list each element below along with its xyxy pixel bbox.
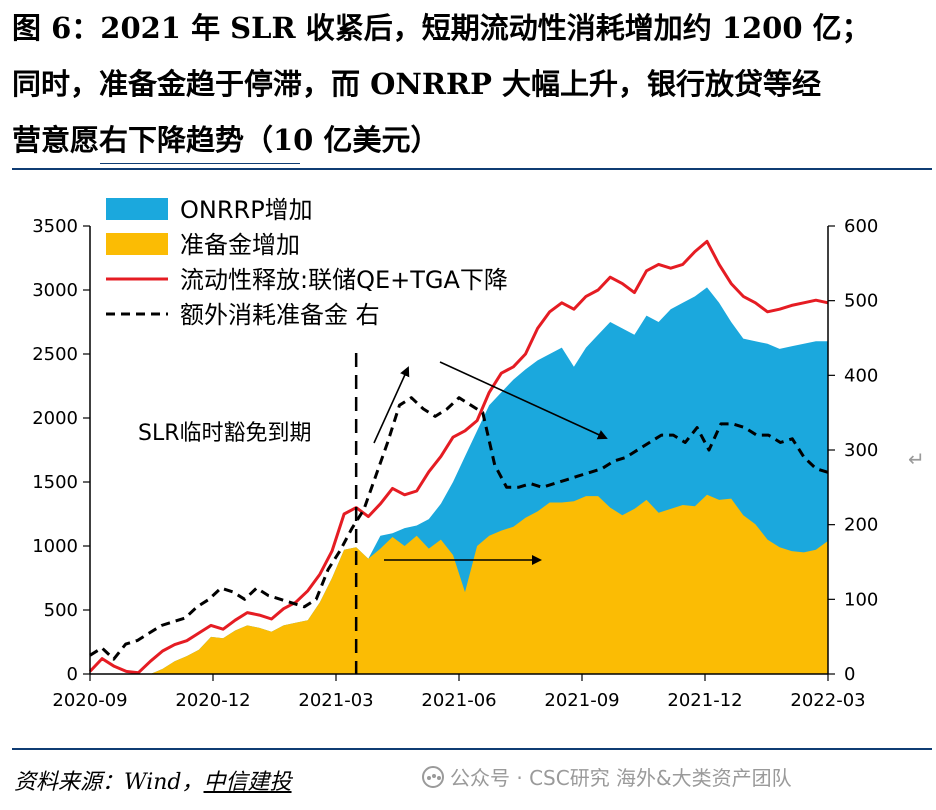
legend-label: ONRRP增加 <box>180 196 313 224</box>
line-layer <box>88 239 829 675</box>
x-tick-label: 2020-09 <box>52 690 127 711</box>
source-org: 中信建投 <box>203 770 292 795</box>
legend-swatch <box>106 233 168 255</box>
y-left-tick-label: 0 <box>67 664 78 685</box>
y-right-tick-label: 500 <box>844 291 878 312</box>
y-left-tick-label: 2500 <box>32 344 78 365</box>
annotation-arrow-1 <box>373 366 410 444</box>
caption-underline <box>100 163 300 164</box>
y-right-tick-label: 100 <box>844 589 878 610</box>
caption-line-2: 同时，准备金趋于停滞，而 ONRRP 大幅上升，银行放贷等经 <box>12 67 821 101</box>
area-layer <box>90 287 828 674</box>
watermark-text: 公众号 · CSC研究 海外&大类资产团队 <box>450 766 792 790</box>
annotation-label: SLR临时豁免到期 <box>138 421 312 446</box>
legend-label: 准备金增加 <box>180 231 300 259</box>
x-tick-label: 2021-12 <box>667 690 742 711</box>
figure-caption: 图 6：2021 年 SLR 收紧后，短期流动性消耗增加约 1200 亿； 同时… <box>12 0 932 168</box>
x-tick-label: 2020-12 <box>175 690 250 711</box>
y-left-tick-label: 2000 <box>32 408 78 429</box>
annotation-layer: SLR临时豁免到期 <box>138 353 608 674</box>
x-tick-label: 2022-03 <box>790 690 865 711</box>
wechat-icon <box>422 765 444 788</box>
legend-label: 流动性释放:联储QE+TGA下降 <box>180 266 508 294</box>
y-left-tick-label: 3500 <box>32 216 78 237</box>
annotation-arrow-2 <box>439 361 608 440</box>
y-right-tick-label: 0 <box>844 664 855 685</box>
y-right-tick-label: 200 <box>844 515 878 536</box>
line-额外消耗准备金 右 <box>89 396 829 661</box>
legend-swatch <box>106 198 168 220</box>
y-right-tick-label: 400 <box>844 365 878 386</box>
caption-line-1: 图 6：2021 年 SLR 收紧后，短期流动性消耗增加约 1200 亿； <box>12 11 871 45</box>
x-tick-label: 2021-03 <box>298 690 373 711</box>
source-note: 资料来源：Wind，中信建投 <box>14 764 292 796</box>
return-glyph-icon: ↵ <box>908 447 925 471</box>
y-left-tick-label: 500 <box>44 600 78 621</box>
caption-line-3: 营意愿右下降趋势（10 亿美元） <box>12 123 440 157</box>
axes-layer: 0 500 1000 1500 2000 2500 3000 3500 0 100 200 300 40… <box>32 216 925 711</box>
legend-label: 额外消耗准备金 右 <box>180 301 380 329</box>
area-准备金增加 <box>90 494 828 674</box>
y-left-tick-label: 3000 <box>32 280 78 301</box>
y-left-tick-label: 1000 <box>32 536 78 557</box>
y-right-tick-label: 600 <box>844 216 878 237</box>
y-left-tick-label: 1500 <box>32 472 78 493</box>
y-right-tick-label: 300 <box>844 440 878 461</box>
bottom-divider <box>12 748 932 750</box>
chart: 0 500 1000 1500 2000 2500 3000 3500 0 100 200 300 40… <box>32 196 925 711</box>
x-tick-label: 2021-09 <box>544 690 619 711</box>
watermark: 公众号 · CSC研究 海外&大类资产团队 <box>422 762 792 791</box>
source-prefix: 资料来源：Wind， <box>14 770 204 795</box>
line-流动性释放:联储QE+TGA下降 <box>88 239 829 675</box>
top-divider <box>12 168 932 170</box>
x-tick-label: 2021-06 <box>421 690 496 711</box>
